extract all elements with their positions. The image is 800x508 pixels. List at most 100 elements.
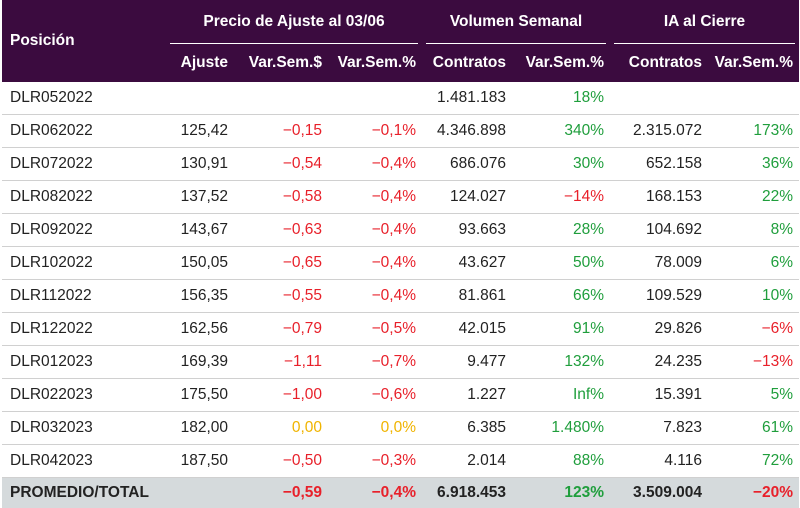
cell-position: DLR022023 <box>2 379 166 412</box>
cell-oi-var: 173% <box>708 115 799 148</box>
cell-volume-contracts: 9.477 <box>422 346 512 379</box>
group-divider <box>426 43 606 44</box>
cell-oi-var: 5% <box>708 379 799 412</box>
cell-oi-contracts: 78.009 <box>610 247 708 280</box>
cell-oi-contracts: 24.235 <box>610 346 708 379</box>
table-row: DLR022023 175,50 −1,00 −0,6% 1.227 Inf% … <box>2 379 799 412</box>
cell-oi-contracts: 2.315.072 <box>610 115 708 148</box>
cell-oi-var: 6% <box>708 247 799 280</box>
column-header-position: Posición <box>2 0 166 82</box>
total-volume-contracts: 6.918.453 <box>422 478 512 508</box>
table-row: DLR062022 125,42 −0,15 −0,1% 4.346.898 3… <box>2 115 799 148</box>
cell-oi-var: −13% <box>708 346 799 379</box>
total-var-price-abs: −0,59 <box>234 478 328 508</box>
total-oi-var: −20% <box>708 478 799 508</box>
cell-var-price-pct: −0,4% <box>328 181 422 214</box>
group-divider <box>614 43 795 44</box>
cell-adjust: 150,05 <box>166 247 234 280</box>
total-row: PROMEDIO/TOTAL −0,59 −0,4% 6.918.453 123… <box>2 478 799 508</box>
cell-adjust: 130,91 <box>166 148 234 181</box>
table-row: DLR052022 1.481.183 18% <box>2 82 799 115</box>
cell-oi-var: −6% <box>708 313 799 346</box>
column-header-oi-contracts: Contratos <box>610 44 708 82</box>
cell-position: DLR042023 <box>2 445 166 478</box>
cell-volume-var: −14% <box>512 181 610 214</box>
cell-volume-contracts: 43.627 <box>422 247 512 280</box>
cell-volume-contracts: 1.227 <box>422 379 512 412</box>
cell-oi-var: 36% <box>708 148 799 181</box>
cell-position: DLR102022 <box>2 247 166 280</box>
cell-oi-var <box>708 82 799 115</box>
column-header-volume-var: Var.Sem.% <box>512 44 610 82</box>
column-header-adjust: Ajuste <box>166 44 234 82</box>
cell-var-price-abs: −1,11 <box>234 346 328 379</box>
cell-var-price-abs: 0,00 <box>234 412 328 445</box>
table-row: DLR102022 150,05 −0,65 −0,4% 43.627 50% … <box>2 247 799 280</box>
table-row: DLR042023 187,50 −0,50 −0,3% 2.014 88% 4… <box>2 445 799 478</box>
cell-position: DLR032023 <box>2 412 166 445</box>
cell-var-price-pct: −0,7% <box>328 346 422 379</box>
group-divider <box>170 43 418 44</box>
cell-volume-var: 66% <box>512 280 610 313</box>
cell-volume-var: 132% <box>512 346 610 379</box>
cell-position: DLR122022 <box>2 313 166 346</box>
cell-position: DLR062022 <box>2 115 166 148</box>
table-body: DLR052022 1.481.183 18% DLR062022 125,42… <box>2 82 799 508</box>
cell-oi-contracts <box>610 82 708 115</box>
cell-adjust: 125,42 <box>166 115 234 148</box>
cell-volume-var: 91% <box>512 313 610 346</box>
cell-var-price-abs: −0,55 <box>234 280 328 313</box>
cell-oi-contracts: 652.158 <box>610 148 708 181</box>
cell-var-price-pct: 0,0% <box>328 412 422 445</box>
group-header-volume: Volumen Semanal <box>422 0 610 44</box>
total-var-price-pct: −0,4% <box>328 478 422 508</box>
total-volume-var: 123% <box>512 478 610 508</box>
cell-position: DLR012023 <box>2 346 166 379</box>
cell-var-price-pct <box>328 82 422 115</box>
table-row: DLR072022 130,91 −0,54 −0,4% 686.076 30%… <box>2 148 799 181</box>
cell-oi-contracts: 168.153 <box>610 181 708 214</box>
cell-volume-contracts: 6.385 <box>422 412 512 445</box>
cell-position: DLR112022 <box>2 280 166 313</box>
cell-oi-contracts: 104.692 <box>610 214 708 247</box>
table-row: DLR032023 182,00 0,00 0,0% 6.385 1.480% … <box>2 412 799 445</box>
cell-oi-contracts: 109.529 <box>610 280 708 313</box>
group-header-price-label: Precio de Ajuste al 03/06 <box>203 13 384 30</box>
cell-volume-var: 88% <box>512 445 610 478</box>
cell-position: DLR092022 <box>2 214 166 247</box>
cell-oi-var: 8% <box>708 214 799 247</box>
cell-adjust: 182,00 <box>166 412 234 445</box>
cell-var-price-abs: −0,54 <box>234 148 328 181</box>
cell-var-price-pct: −0,4% <box>328 148 422 181</box>
table-row: DLR092022 143,67 −0,63 −0,4% 93.663 28% … <box>2 214 799 247</box>
group-header-price: Precio de Ajuste al 03/06 <box>166 0 422 44</box>
cell-position: DLR072022 <box>2 148 166 181</box>
cell-volume-contracts: 124.027 <box>422 181 512 214</box>
column-header-volume-contracts: Contratos <box>422 44 512 82</box>
cell-var-price-pct: −0,6% <box>328 379 422 412</box>
cell-oi-var: 72% <box>708 445 799 478</box>
cell-oi-var: 10% <box>708 280 799 313</box>
cell-var-price-pct: −0,3% <box>328 445 422 478</box>
cell-var-price-abs: −0,58 <box>234 181 328 214</box>
cell-volume-contracts: 81.861 <box>422 280 512 313</box>
cell-var-price-abs: −0,15 <box>234 115 328 148</box>
table-row: DLR082022 137,52 −0,58 −0,4% 124.027 −14… <box>2 181 799 214</box>
cell-volume-var: 30% <box>512 148 610 181</box>
cell-adjust: 162,56 <box>166 313 234 346</box>
cell-var-price-pct: −0,4% <box>328 214 422 247</box>
cell-volume-contracts: 1.481.183 <box>422 82 512 115</box>
cell-var-price-abs: −0,65 <box>234 247 328 280</box>
cell-position: DLR052022 <box>2 82 166 115</box>
cell-volume-var: Inf% <box>512 379 610 412</box>
cell-var-price-pct: −0,5% <box>328 313 422 346</box>
table-header: Posición Precio de Ajuste al 03/06 Volum… <box>2 0 799 82</box>
cell-volume-contracts: 686.076 <box>422 148 512 181</box>
cell-volume-contracts: 93.663 <box>422 214 512 247</box>
cell-oi-contracts: 4.116 <box>610 445 708 478</box>
cell-volume-contracts: 42.015 <box>422 313 512 346</box>
cell-volume-var: 1.480% <box>512 412 610 445</box>
cell-volume-var: 340% <box>512 115 610 148</box>
cell-var-price-pct: −0,1% <box>328 115 422 148</box>
